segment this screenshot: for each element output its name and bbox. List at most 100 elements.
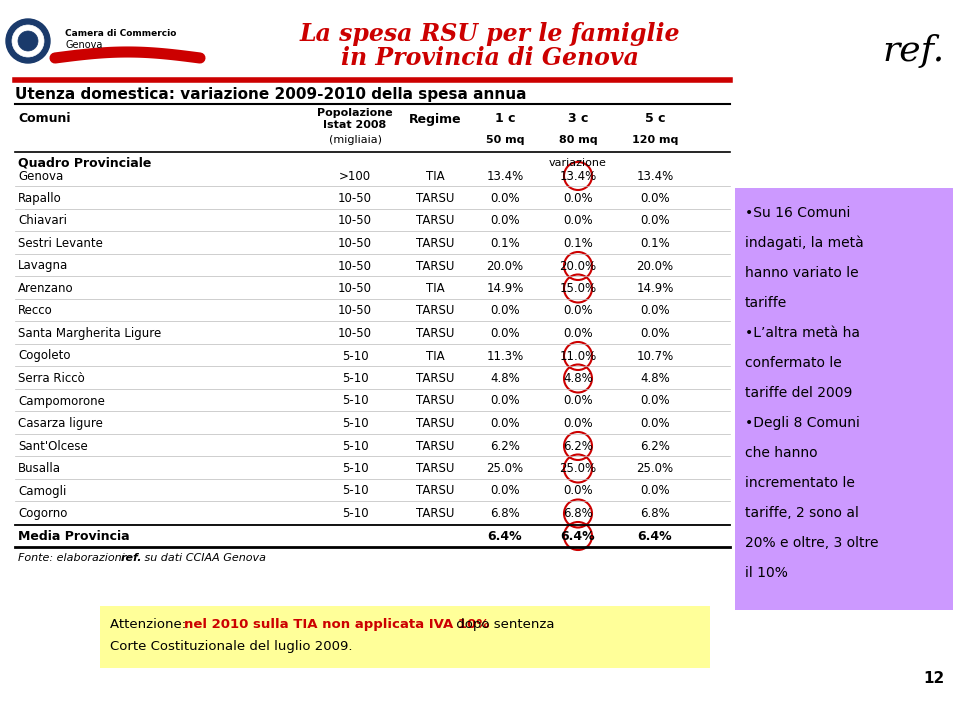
Text: 5 c: 5 c	[645, 112, 665, 126]
Text: 6.8%: 6.8%	[640, 507, 670, 520]
Text: 6.2%: 6.2%	[640, 440, 670, 453]
Text: indagati, la metà: indagati, la metà	[745, 236, 864, 251]
Text: Camera di Commercio: Camera di Commercio	[65, 30, 177, 39]
Text: TARSU: TARSU	[416, 304, 454, 318]
Text: Genova: Genova	[65, 40, 103, 50]
Text: 20.0%: 20.0%	[487, 260, 523, 273]
Text: 10-50: 10-50	[338, 192, 372, 205]
Text: 15.0%: 15.0%	[560, 282, 596, 295]
Text: TARSU: TARSU	[416, 417, 454, 430]
Circle shape	[6, 19, 50, 63]
Text: variazione: variazione	[549, 158, 607, 168]
Text: •Su 16 Comuni: •Su 16 Comuni	[745, 206, 851, 220]
Text: TARSU: TARSU	[416, 395, 454, 407]
Text: 0.0%: 0.0%	[564, 484, 593, 498]
Text: 6.4%: 6.4%	[561, 530, 595, 542]
Text: Attenzione:: Attenzione:	[110, 618, 190, 631]
Text: TARSU: TARSU	[416, 327, 454, 340]
Text: 0.0%: 0.0%	[640, 304, 670, 318]
Text: tariffe, 2 sono al: tariffe, 2 sono al	[745, 506, 859, 520]
Text: 25.0%: 25.0%	[487, 462, 523, 475]
Text: TARSU: TARSU	[416, 484, 454, 498]
Text: La spesa RSU per le famiglie: La spesa RSU per le famiglie	[300, 22, 681, 46]
Text: Genova: Genova	[18, 169, 63, 182]
Text: 6.8%: 6.8%	[491, 507, 520, 520]
Text: 0.0%: 0.0%	[491, 395, 519, 407]
Text: 4.8%: 4.8%	[640, 372, 670, 385]
Text: 0.0%: 0.0%	[491, 192, 519, 205]
Text: 5-10: 5-10	[342, 484, 369, 498]
Text: Sestri Levante: Sestri Levante	[18, 237, 103, 250]
Text: 10-50: 10-50	[338, 237, 372, 250]
Text: Comuni: Comuni	[18, 112, 70, 126]
Text: Popolazione
Istat 2008: Popolazione Istat 2008	[317, 108, 393, 130]
Text: 0.0%: 0.0%	[640, 215, 670, 227]
Text: 5-10: 5-10	[342, 440, 369, 453]
Text: Lavagna: Lavagna	[18, 260, 68, 273]
Text: 0.0%: 0.0%	[564, 395, 593, 407]
Text: 50 mq: 50 mq	[486, 135, 524, 145]
Text: nel 2010 sulla TIA non applicata IVA 10%: nel 2010 sulla TIA non applicata IVA 10%	[184, 618, 490, 631]
Text: 0.1%: 0.1%	[564, 237, 593, 250]
Text: 0.1%: 0.1%	[640, 237, 670, 250]
Text: 20% e oltre, 3 oltre: 20% e oltre, 3 oltre	[745, 536, 878, 550]
Text: in Provincia di Genova: in Provincia di Genova	[341, 46, 639, 70]
Text: 0.0%: 0.0%	[491, 327, 519, 340]
Text: Santa Margherita Ligure: Santa Margherita Ligure	[18, 327, 161, 340]
Text: 6.8%: 6.8%	[564, 507, 593, 520]
Text: Sant'Olcese: Sant'Olcese	[18, 440, 87, 453]
Text: 12: 12	[924, 671, 945, 686]
Text: incrementato le: incrementato le	[745, 476, 854, 490]
Text: 10-50: 10-50	[338, 327, 372, 340]
Text: Busalla: Busalla	[18, 462, 61, 475]
FancyBboxPatch shape	[100, 606, 710, 668]
Text: Media Provincia: Media Provincia	[18, 530, 130, 542]
Text: 0.0%: 0.0%	[564, 417, 593, 430]
Text: 5-10: 5-10	[342, 372, 369, 385]
Text: 5-10: 5-10	[342, 462, 369, 475]
Text: (migliaia): (migliaia)	[328, 135, 381, 145]
Text: 20.0%: 20.0%	[560, 260, 596, 273]
Text: 11.3%: 11.3%	[487, 349, 523, 362]
Text: 13.4%: 13.4%	[636, 169, 674, 182]
Text: 25.0%: 25.0%	[636, 462, 674, 475]
Text: 0.0%: 0.0%	[640, 395, 670, 407]
Text: TARSU: TARSU	[416, 440, 454, 453]
Text: Arenzano: Arenzano	[18, 282, 74, 295]
Text: su dati CCIAA Genova: su dati CCIAA Genova	[141, 553, 266, 563]
Text: Cogorno: Cogorno	[18, 507, 67, 520]
Text: 0.0%: 0.0%	[491, 417, 519, 430]
FancyBboxPatch shape	[735, 188, 953, 610]
Text: TIA: TIA	[425, 169, 444, 182]
Text: 5-10: 5-10	[342, 417, 369, 430]
Text: TARSU: TARSU	[416, 462, 454, 475]
Text: •Degli 8 Comuni: •Degli 8 Comuni	[745, 416, 860, 430]
Text: Recco: Recco	[18, 304, 53, 318]
Circle shape	[12, 25, 44, 57]
Text: TIA: TIA	[425, 282, 444, 295]
Text: dopo sentenza: dopo sentenza	[452, 618, 555, 631]
Text: 3 c: 3 c	[567, 112, 588, 126]
Text: 0.0%: 0.0%	[564, 215, 593, 227]
Text: TARSU: TARSU	[416, 192, 454, 205]
Text: Corte Costituzionale del luglio 2009.: Corte Costituzionale del luglio 2009.	[110, 640, 352, 653]
Text: 0.0%: 0.0%	[564, 304, 593, 318]
Text: Campomorone: Campomorone	[18, 395, 105, 407]
Text: 0.0%: 0.0%	[491, 304, 519, 318]
Text: TIA: TIA	[425, 349, 444, 362]
Text: •L’altra metà ha: •L’altra metà ha	[745, 326, 860, 340]
Text: ref.: ref.	[883, 34, 945, 68]
Text: 0.0%: 0.0%	[640, 484, 670, 498]
Text: 10-50: 10-50	[338, 304, 372, 318]
Text: 14.9%: 14.9%	[487, 282, 524, 295]
Text: tariffe del 2009: tariffe del 2009	[745, 386, 852, 400]
Text: >100: >100	[339, 169, 372, 182]
Text: 120 mq: 120 mq	[632, 135, 678, 145]
Text: 20.0%: 20.0%	[636, 260, 674, 273]
Text: 14.9%: 14.9%	[636, 282, 674, 295]
Text: 0.0%: 0.0%	[640, 417, 670, 430]
Text: 25.0%: 25.0%	[560, 462, 596, 475]
Text: Fonte: elaborazioni: Fonte: elaborazioni	[18, 553, 129, 563]
Text: 13.4%: 13.4%	[560, 169, 596, 182]
Text: 0.0%: 0.0%	[491, 215, 519, 227]
